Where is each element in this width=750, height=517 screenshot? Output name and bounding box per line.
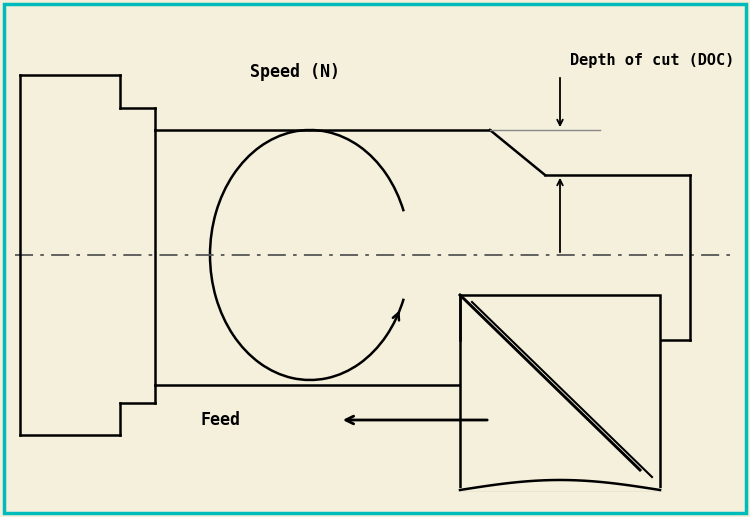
Text: Feed: Feed	[200, 411, 240, 429]
Text: Depth of cut (DOC): Depth of cut (DOC)	[570, 53, 734, 68]
Polygon shape	[460, 295, 660, 490]
Text: Speed (N): Speed (N)	[250, 63, 340, 81]
